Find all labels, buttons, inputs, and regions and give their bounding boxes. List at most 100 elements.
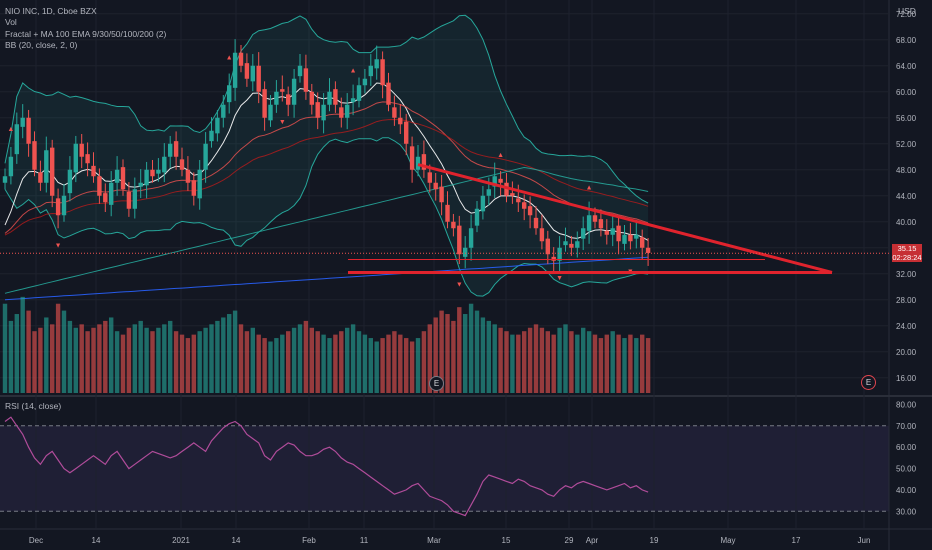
volume-bar [20, 296, 25, 393]
price-tick-label: 48.00 [896, 166, 917, 175]
volume-bar [291, 327, 297, 393]
price-tick-label: 44.00 [896, 192, 917, 201]
candle [156, 169, 161, 174]
candle [569, 243, 574, 248]
time-tick-label: Apr [586, 536, 599, 545]
candle [185, 169, 191, 183]
volume-bar [162, 324, 167, 393]
volume-bar [398, 334, 403, 393]
volume-bar [451, 320, 456, 393]
volume-bar [215, 320, 220, 393]
volume-bar [309, 327, 314, 393]
candle [138, 182, 143, 187]
candle [215, 117, 220, 134]
candle [433, 182, 438, 190]
candle [274, 91, 279, 105]
candle [581, 228, 586, 239]
earnings-event-icon[interactable]: E [429, 376, 444, 391]
candle [421, 154, 427, 170]
candle [368, 65, 373, 77]
descending-trendline [417, 163, 833, 274]
candle [103, 193, 108, 203]
candle [345, 104, 350, 118]
candle [2, 176, 8, 183]
price-tick-label: 60.00 [896, 88, 917, 97]
volume-bar [238, 324, 244, 393]
volume-bar [67, 320, 73, 393]
volume-bar [303, 320, 309, 393]
volume-bar [280, 334, 285, 393]
candle [451, 221, 456, 229]
candle [640, 237, 645, 248]
volume-bar [628, 334, 633, 393]
volume-bar [197, 331, 202, 393]
volume-bar [185, 338, 191, 393]
volume-bar [527, 327, 533, 393]
volume-bar [8, 320, 14, 393]
volume-bar [179, 334, 185, 393]
volume-bar [339, 331, 344, 393]
price-tick-label: 20.00 [896, 348, 917, 357]
volume-bar [586, 331, 592, 393]
price-badge: 35.15 [892, 244, 922, 253]
volume-bar [492, 324, 497, 393]
fractal-up-marker: ▲ [350, 67, 357, 74]
candle [73, 143, 78, 173]
candle [622, 234, 627, 244]
candle [362, 78, 368, 86]
candle [510, 193, 515, 196]
candle [374, 59, 379, 69]
candle [209, 130, 214, 142]
candle [445, 204, 450, 222]
volume-bar [421, 331, 427, 393]
volume-bar [14, 314, 19, 393]
volume-bar [173, 331, 179, 393]
currency-label[interactable]: USD [898, 6, 916, 16]
price-tick-label: 52.00 [896, 140, 917, 149]
candle [14, 124, 19, 155]
ema-100-line [4, 166, 649, 294]
candle [480, 195, 486, 212]
ema-200-line [4, 256, 649, 301]
time-tick-label: Feb [302, 536, 316, 545]
candle [356, 85, 362, 101]
volume-bar [262, 338, 267, 393]
earnings-upcoming-icon[interactable]: E [861, 375, 876, 390]
candle [463, 247, 468, 257]
volume-bar [350, 324, 356, 393]
volume-bar [114, 331, 120, 393]
price-tick-label: 16.00 [896, 374, 917, 383]
candle [492, 176, 497, 187]
candle [439, 186, 444, 203]
volume-bar [427, 324, 432, 393]
candle [120, 167, 126, 190]
time-tick-label: 14 [232, 536, 241, 545]
candle [250, 65, 255, 82]
volume-bar [44, 317, 49, 393]
countdown-badge: 02:28:24 [892, 253, 922, 262]
volume-bar [610, 331, 615, 393]
volume-bar [85, 331, 90, 393]
volume-bar [191, 334, 196, 393]
volume-bar [486, 320, 491, 393]
candle [50, 147, 55, 196]
volume-bar [138, 320, 143, 393]
candle [91, 165, 96, 177]
candle [380, 59, 385, 86]
fractal-up-marker: ▲ [7, 126, 14, 133]
candle [415, 156, 421, 170]
candle [173, 141, 179, 157]
volume-bar [498, 327, 503, 393]
volume-bar [274, 338, 279, 393]
candle [20, 117, 25, 127]
candle [457, 225, 462, 255]
candle [303, 68, 309, 92]
volume-bar [327, 338, 332, 393]
candle [398, 117, 403, 125]
candle [291, 78, 297, 105]
candle [61, 195, 67, 216]
candle [563, 241, 568, 246]
candle [474, 208, 480, 226]
time-tick-label: Jun [858, 536, 871, 545]
